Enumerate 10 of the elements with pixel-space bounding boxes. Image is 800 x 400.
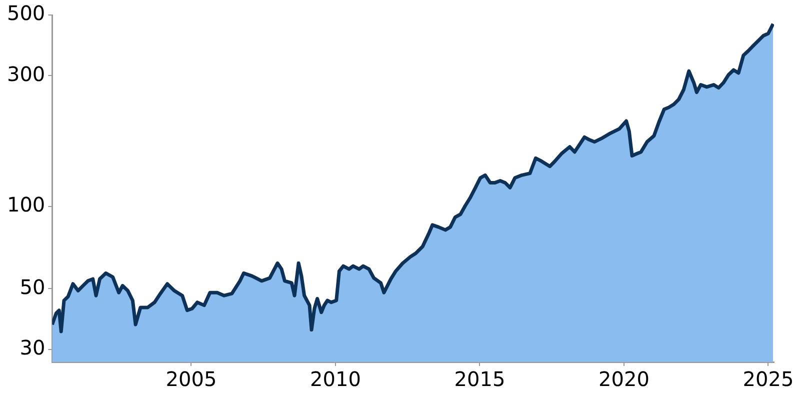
x-tick-label: 2010 — [310, 367, 361, 392]
x-tick-label: 2025 — [742, 367, 794, 392]
y-tick-label: 100 — [6, 192, 46, 217]
x-tick-label: 2015 — [454, 367, 506, 392]
x-tick-label: 2020 — [598, 367, 650, 392]
y-tick-label: 300 — [6, 62, 46, 86]
y-tick-label: 50 — [20, 274, 46, 299]
x-tick-label: 2005 — [166, 367, 217, 392]
y-tick-label: 500 — [6, 1, 46, 26]
y-tick-label: 30 — [20, 336, 46, 360]
